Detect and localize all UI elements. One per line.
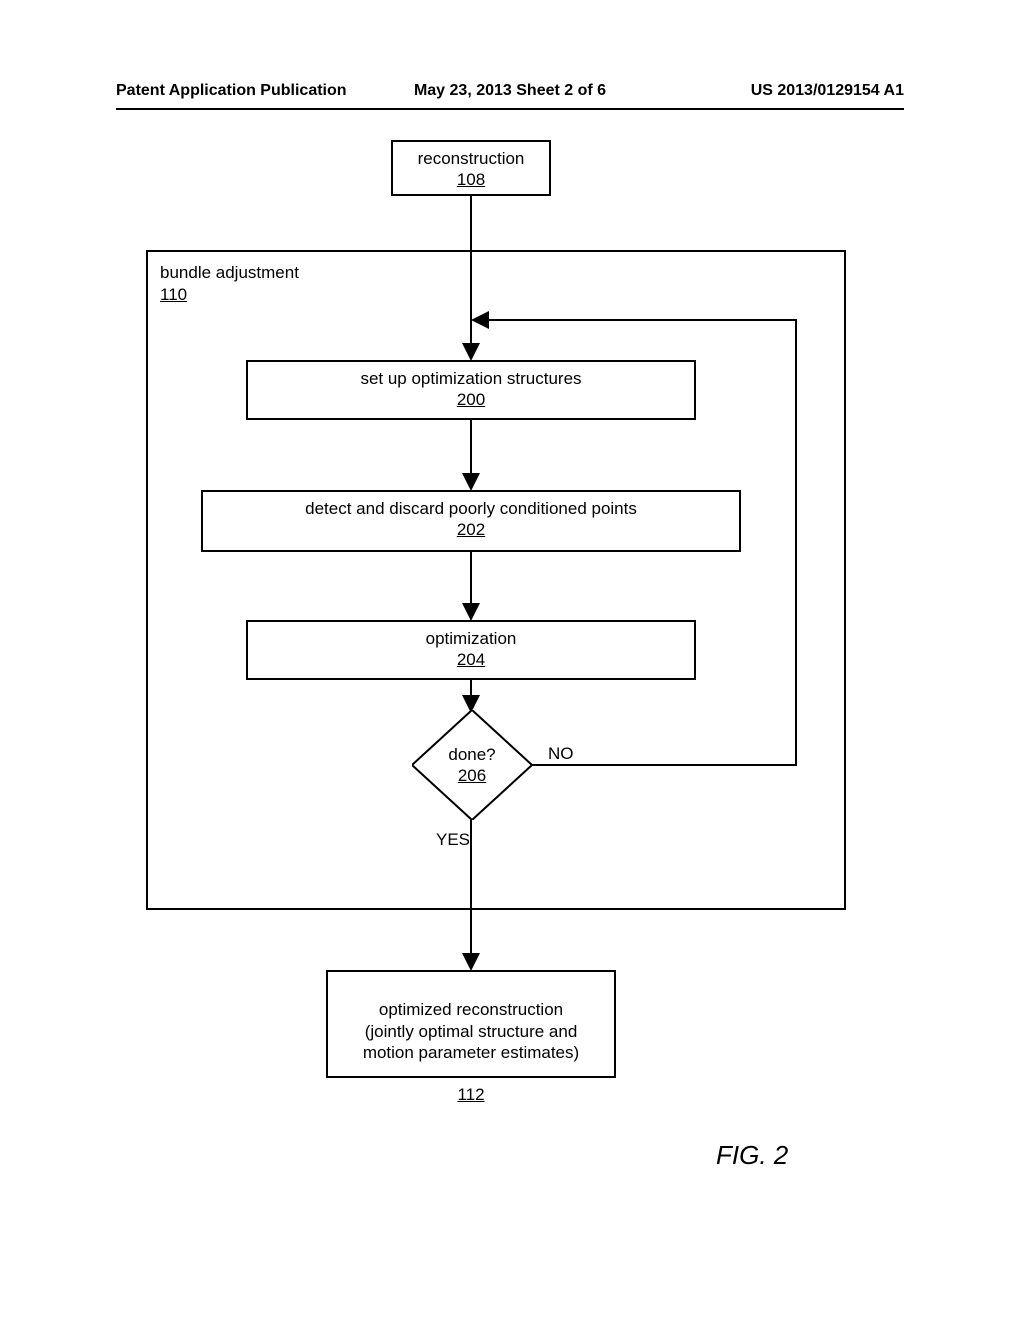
box-output: optimized reconstruction (jointly optima… xyxy=(326,970,616,1078)
box-optimize-ref: 204 xyxy=(256,649,686,670)
decision-done: done? 206 xyxy=(412,710,532,820)
box-setup: set up optimization structures 200 xyxy=(246,360,696,420)
box-output-label: optimized reconstruction (jointly optima… xyxy=(336,999,606,1063)
page-header: Patent Application Publication May 23, 2… xyxy=(116,82,904,110)
box-detect-label: detect and discard poorly conditioned po… xyxy=(211,498,731,519)
box-optimize: optimization 204 xyxy=(246,620,696,680)
header-right: US 2013/0129154 A1 xyxy=(751,82,904,100)
header-left: Patent Application Publication xyxy=(116,82,347,100)
box-setup-label: set up optimization structures xyxy=(256,368,686,389)
edge-yes-label: YES xyxy=(436,830,470,850)
box-output-ref: 112 xyxy=(336,1084,606,1105)
box-detect-ref: 202 xyxy=(211,519,731,540)
figure-label: FIG. 2 xyxy=(716,1140,788,1171)
decision-ref: 206 xyxy=(458,765,486,786)
flowchart: bundle adjustment 110 reconstruction 108… xyxy=(116,130,906,1170)
box-detect: detect and discard poorly conditioned po… xyxy=(201,490,741,552)
container-ref: 110 xyxy=(160,284,299,306)
edge-no-label: NO xyxy=(548,744,574,764)
box-reconstruction: reconstruction 108 xyxy=(391,140,551,196)
box-reconstruction-ref: 108 xyxy=(401,169,541,190)
decision-label: done? xyxy=(448,744,495,765)
header-center: May 23, 2013 Sheet 2 of 6 xyxy=(414,82,606,100)
box-setup-ref: 200 xyxy=(256,389,686,410)
box-optimize-label: optimization xyxy=(256,628,686,649)
container-title: bundle adjustment xyxy=(160,262,299,284)
box-reconstruction-label: reconstruction xyxy=(401,148,541,169)
bundle-adjustment-label: bundle adjustment 110 xyxy=(160,262,299,306)
page: Patent Application Publication May 23, 2… xyxy=(0,0,1024,1320)
